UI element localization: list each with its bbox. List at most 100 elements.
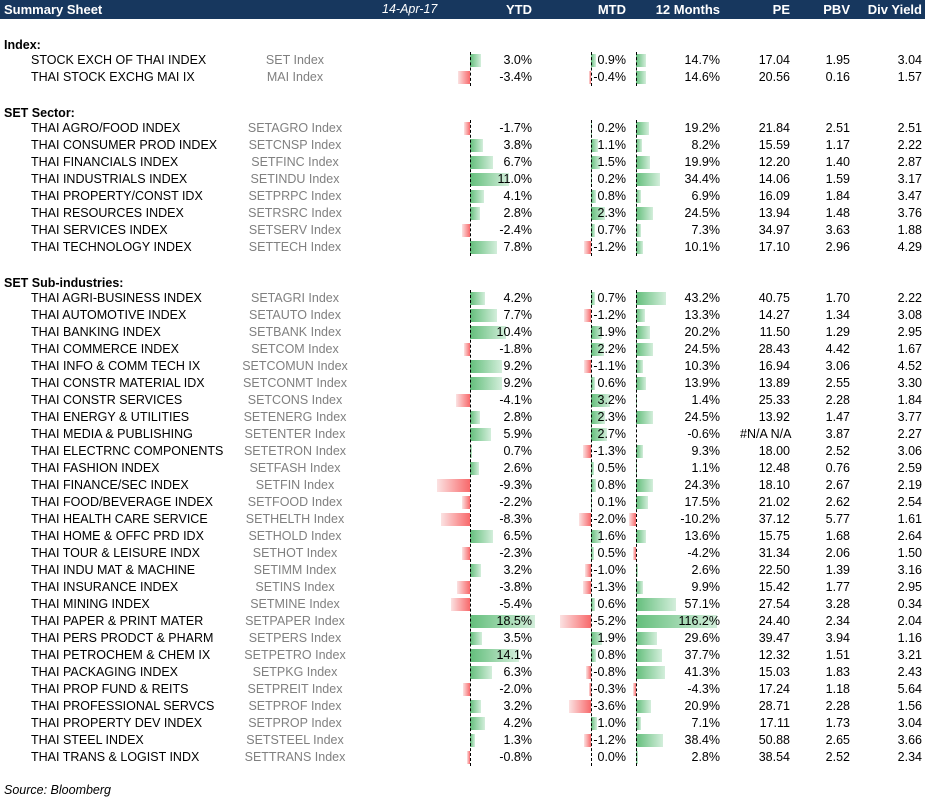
table-row: THAI PETROCHEM & CHEM IX SETPETRO Index 14… bbox=[0, 647, 925, 664]
table-row: THAI BANKING INDEX SETBANK Index 10.4% 1.9%… bbox=[0, 324, 925, 341]
table-row: STOCK EXCH OF THAI INDEX SET Index 3.0% 0.9… bbox=[0, 52, 925, 69]
table-row: THAI PROPERTY/CONST IDX SETPRPC Index 4.1%… bbox=[0, 188, 925, 205]
pbv-value: 4.42 bbox=[825, 342, 850, 356]
m12-bar bbox=[636, 241, 644, 254]
table-row: THAI STEEL INDEX SETSTEEL Index 1.3% -1.2% 3… bbox=[0, 732, 925, 749]
ytd-value: 6.5% bbox=[503, 529, 533, 543]
twelve-month-value: 17.5% bbox=[684, 495, 720, 509]
summary-header: Summary Sheet 14-Apr-17 YTD MTD 12 Month… bbox=[0, 0, 925, 19]
ytd-value: -9.3% bbox=[499, 478, 532, 492]
mtd-value: 0.7% bbox=[597, 223, 627, 237]
pe-value: 15.59 bbox=[758, 138, 790, 152]
index-name: STOCK EXCH OF THAI INDEX bbox=[31, 53, 207, 67]
ytd-bar bbox=[470, 411, 480, 424]
twelve-month-value: 20.2% bbox=[684, 325, 720, 339]
div-yield-value: 3.77 bbox=[897, 410, 922, 424]
m12-bar bbox=[636, 666, 665, 679]
table-row: THAI MINING INDEX SETMINE Index -5.4% 0.6% 5… bbox=[0, 596, 925, 613]
twelve-month-value: 1.1% bbox=[691, 461, 721, 475]
ytd-value: -3.4% bbox=[499, 70, 532, 84]
m12-bar bbox=[636, 598, 676, 611]
pbv-value: 1.73 bbox=[825, 716, 850, 730]
mtd-bar bbox=[579, 513, 591, 526]
mtd-value: 1.9% bbox=[597, 325, 627, 339]
mtd-bar bbox=[591, 54, 597, 67]
mtd-value: -1.2% bbox=[593, 240, 626, 254]
mtd-bar bbox=[591, 207, 605, 220]
pe-value: 21.02 bbox=[758, 495, 790, 509]
pe-value: 17.10 bbox=[758, 240, 790, 254]
mtd-value: 0.5% bbox=[597, 461, 627, 475]
twelve-month-value: 38.4% bbox=[684, 733, 720, 747]
pbv-value: 1.95 bbox=[825, 53, 850, 67]
table-row: THAI SERVICES INDEX SETSERV Index -2.4% 0.7… bbox=[0, 222, 925, 239]
m12-bar bbox=[636, 139, 642, 152]
m12-bar bbox=[636, 309, 646, 322]
twelve-month-value: -0.6% bbox=[687, 427, 720, 441]
ticker: SETFIN Index bbox=[255, 478, 335, 492]
index-name: THAI PERS PRODCT & PHARM bbox=[31, 631, 214, 645]
index-name: THAI INSURANCE INDEX bbox=[31, 580, 179, 594]
ticker: SETPROP Index bbox=[248, 716, 342, 730]
mtd-bar bbox=[591, 326, 603, 339]
index-name: THAI CONSUMER PROD INDEX bbox=[31, 138, 218, 152]
index-name: THAI TOUR & LEISURE INDX bbox=[31, 546, 201, 560]
ytd-value: -2.4% bbox=[499, 223, 532, 237]
div-yield-value: 2.51 bbox=[897, 121, 922, 135]
div-yield-value: 3.16 bbox=[897, 563, 922, 577]
m12-bar bbox=[636, 190, 641, 203]
pe-value: 27.54 bbox=[758, 597, 790, 611]
mtd-value: 1.9% bbox=[597, 631, 627, 645]
ticker: SETPREIT Index bbox=[247, 682, 343, 696]
mtd-value: -3.6% bbox=[593, 699, 626, 713]
twelve-month-value: 43.2% bbox=[684, 291, 720, 305]
table-row: THAI COMMERCE INDEX SETCOM Index -1.8% 2.2%… bbox=[0, 341, 925, 358]
ytd-value: 11.0% bbox=[497, 172, 532, 186]
mtd-bar bbox=[569, 700, 591, 713]
table-row: THAI CONSTR SERVICES SETCONS Index -4.1% 3.… bbox=[0, 392, 925, 409]
ytd-bar bbox=[470, 530, 493, 543]
col-ytd-header: YTD bbox=[506, 2, 532, 17]
index-name: THAI TRANS & LOGIST INDX bbox=[31, 750, 200, 764]
ticker: SETENTER Index bbox=[244, 427, 346, 441]
pbv-value: 0.76 bbox=[825, 461, 850, 475]
div-yield-value: 3.66 bbox=[897, 733, 922, 747]
mtd-value: 0.2% bbox=[597, 172, 627, 186]
m12-bar bbox=[636, 71, 647, 84]
index-name: THAI PROFESSIONAL SERVCS bbox=[31, 699, 215, 713]
ticker: SETPERS Index bbox=[248, 631, 342, 645]
pbv-value: 1.47 bbox=[825, 410, 850, 424]
table-row: THAI INDUSTRIALS INDEX SETINDU Index 11.0%… bbox=[0, 171, 925, 188]
pe-value: 28.71 bbox=[758, 699, 790, 713]
div-yield-value: 2.19 bbox=[897, 478, 922, 492]
index-name: THAI PAPER & PRINT MATER bbox=[31, 614, 204, 628]
pbv-value: 1.18 bbox=[825, 682, 850, 696]
ytd-bar bbox=[467, 751, 470, 764]
ytd-bar bbox=[470, 139, 484, 152]
table-row: THAI PAPER & PRINT MATER SETPAPER Index 18… bbox=[0, 613, 925, 630]
mtd-bar bbox=[559, 615, 591, 628]
ytd-value: -5.4% bbox=[499, 597, 532, 611]
pbv-value: 1.48 bbox=[825, 206, 850, 220]
twelve-month-value: 2.8% bbox=[691, 750, 721, 764]
mtd-bar bbox=[591, 190, 596, 203]
table-row: THAI FOOD/BEVERAGE INDEX SETFOOD Index -2.… bbox=[0, 494, 925, 511]
m12-bar bbox=[636, 207, 654, 220]
ytd-value: -2.0% bbox=[499, 682, 532, 696]
mtd-value: 0.2% bbox=[597, 121, 627, 135]
mtd-bar bbox=[591, 377, 595, 390]
index-name: THAI PETROCHEM & CHEM IX bbox=[31, 648, 211, 662]
mtd-value: -1.2% bbox=[593, 308, 626, 322]
pbv-value: 1.40 bbox=[825, 155, 850, 169]
div-yield-value: 1.57 bbox=[897, 70, 922, 84]
mtd-value: 1.1% bbox=[597, 138, 627, 152]
table-row: THAI PROPERTY DEV INDEX SETPROP Index 4.2%… bbox=[0, 715, 925, 732]
div-yield-value: 3.06 bbox=[897, 444, 922, 458]
mtd-value: -1.3% bbox=[593, 580, 626, 594]
ytd-value: 3.2% bbox=[503, 563, 533, 577]
div-yield-value: 1.61 bbox=[897, 512, 922, 526]
div-yield-value: 1.56 bbox=[897, 699, 922, 713]
mtd-bar bbox=[591, 139, 598, 152]
index-name: THAI TECHNOLOGY INDEX bbox=[31, 240, 192, 254]
pe-value: 15.75 bbox=[758, 529, 790, 543]
